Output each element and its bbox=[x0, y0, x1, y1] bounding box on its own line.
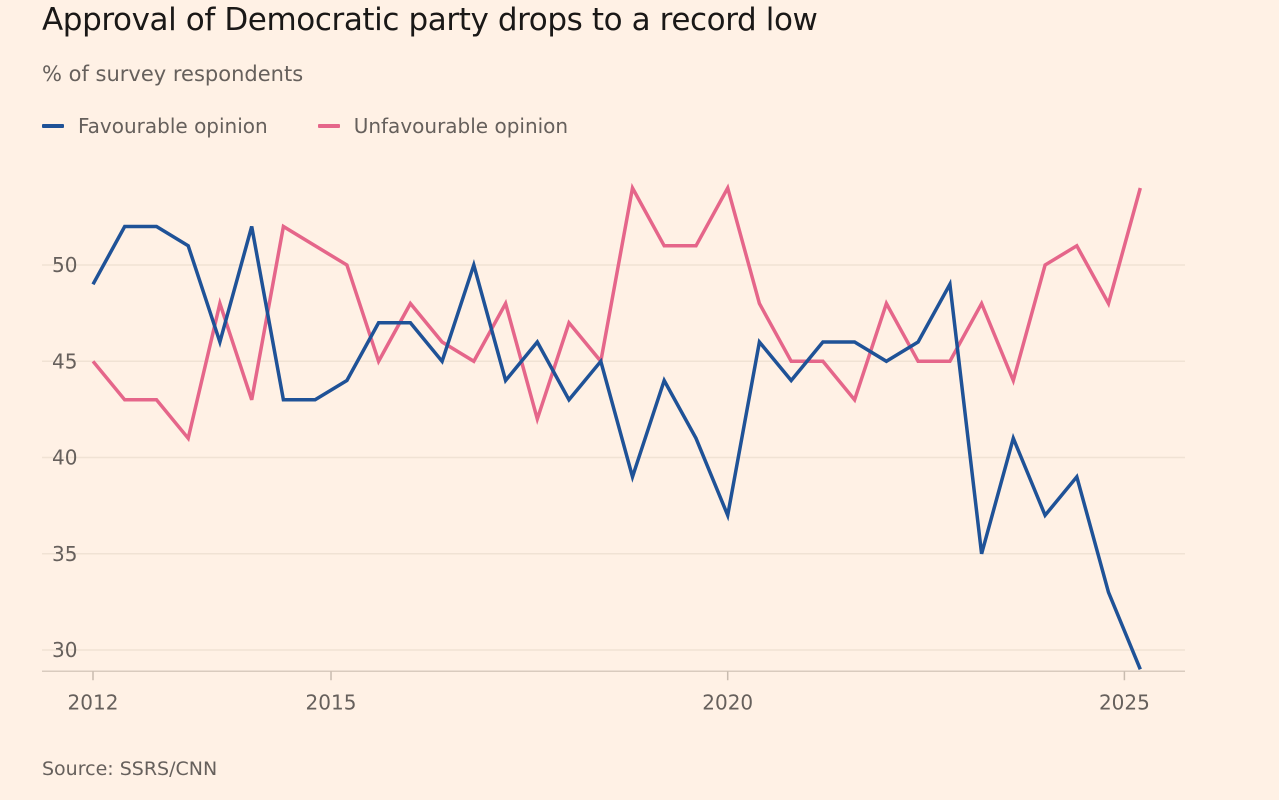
gridlines bbox=[42, 264, 1185, 651]
x-tick-label-2025: 2025 bbox=[1099, 690, 1150, 714]
x-tick-label-2015: 2015 bbox=[306, 690, 357, 714]
source-note: Source: SSRS/CNN bbox=[42, 758, 218, 780]
series-lines bbox=[91, 182, 1142, 670]
axes: 30 35 40 45 50 2012 2015 2020 2025 bbox=[42, 253, 1185, 714]
legend: Favourable opinion Unfavourable opinion bbox=[42, 114, 618, 138]
series-line-unfavourable bbox=[91, 182, 1142, 443]
legend-item-favourable: Favourable opinion bbox=[42, 114, 268, 138]
legend-swatch-favourable bbox=[42, 124, 64, 128]
legend-label-favourable: Favourable opinion bbox=[78, 114, 268, 138]
chart-title: Approval of Democratic party drops to a … bbox=[42, 2, 818, 38]
legend-label-unfavourable: Unfavourable opinion bbox=[353, 114, 569, 138]
series-line-favourable bbox=[91, 224, 1142, 670]
legend-item-unfavourable: Unfavourable opinion bbox=[317, 114, 569, 138]
x-tick-label-2020: 2020 bbox=[702, 690, 753, 714]
legend-swatch-unfavourable bbox=[317, 124, 340, 128]
y-tick-label-35: 35 bbox=[52, 542, 77, 566]
y-tick-label-30: 30 bbox=[52, 638, 77, 662]
y-tick-label-40: 40 bbox=[52, 446, 77, 470]
y-tick-label-50: 50 bbox=[52, 253, 77, 277]
x-tick-label-2012: 2012 bbox=[68, 690, 119, 714]
y-tick-label-45: 45 bbox=[52, 349, 77, 373]
chart-subtitle: % of survey respondents bbox=[42, 62, 304, 86]
